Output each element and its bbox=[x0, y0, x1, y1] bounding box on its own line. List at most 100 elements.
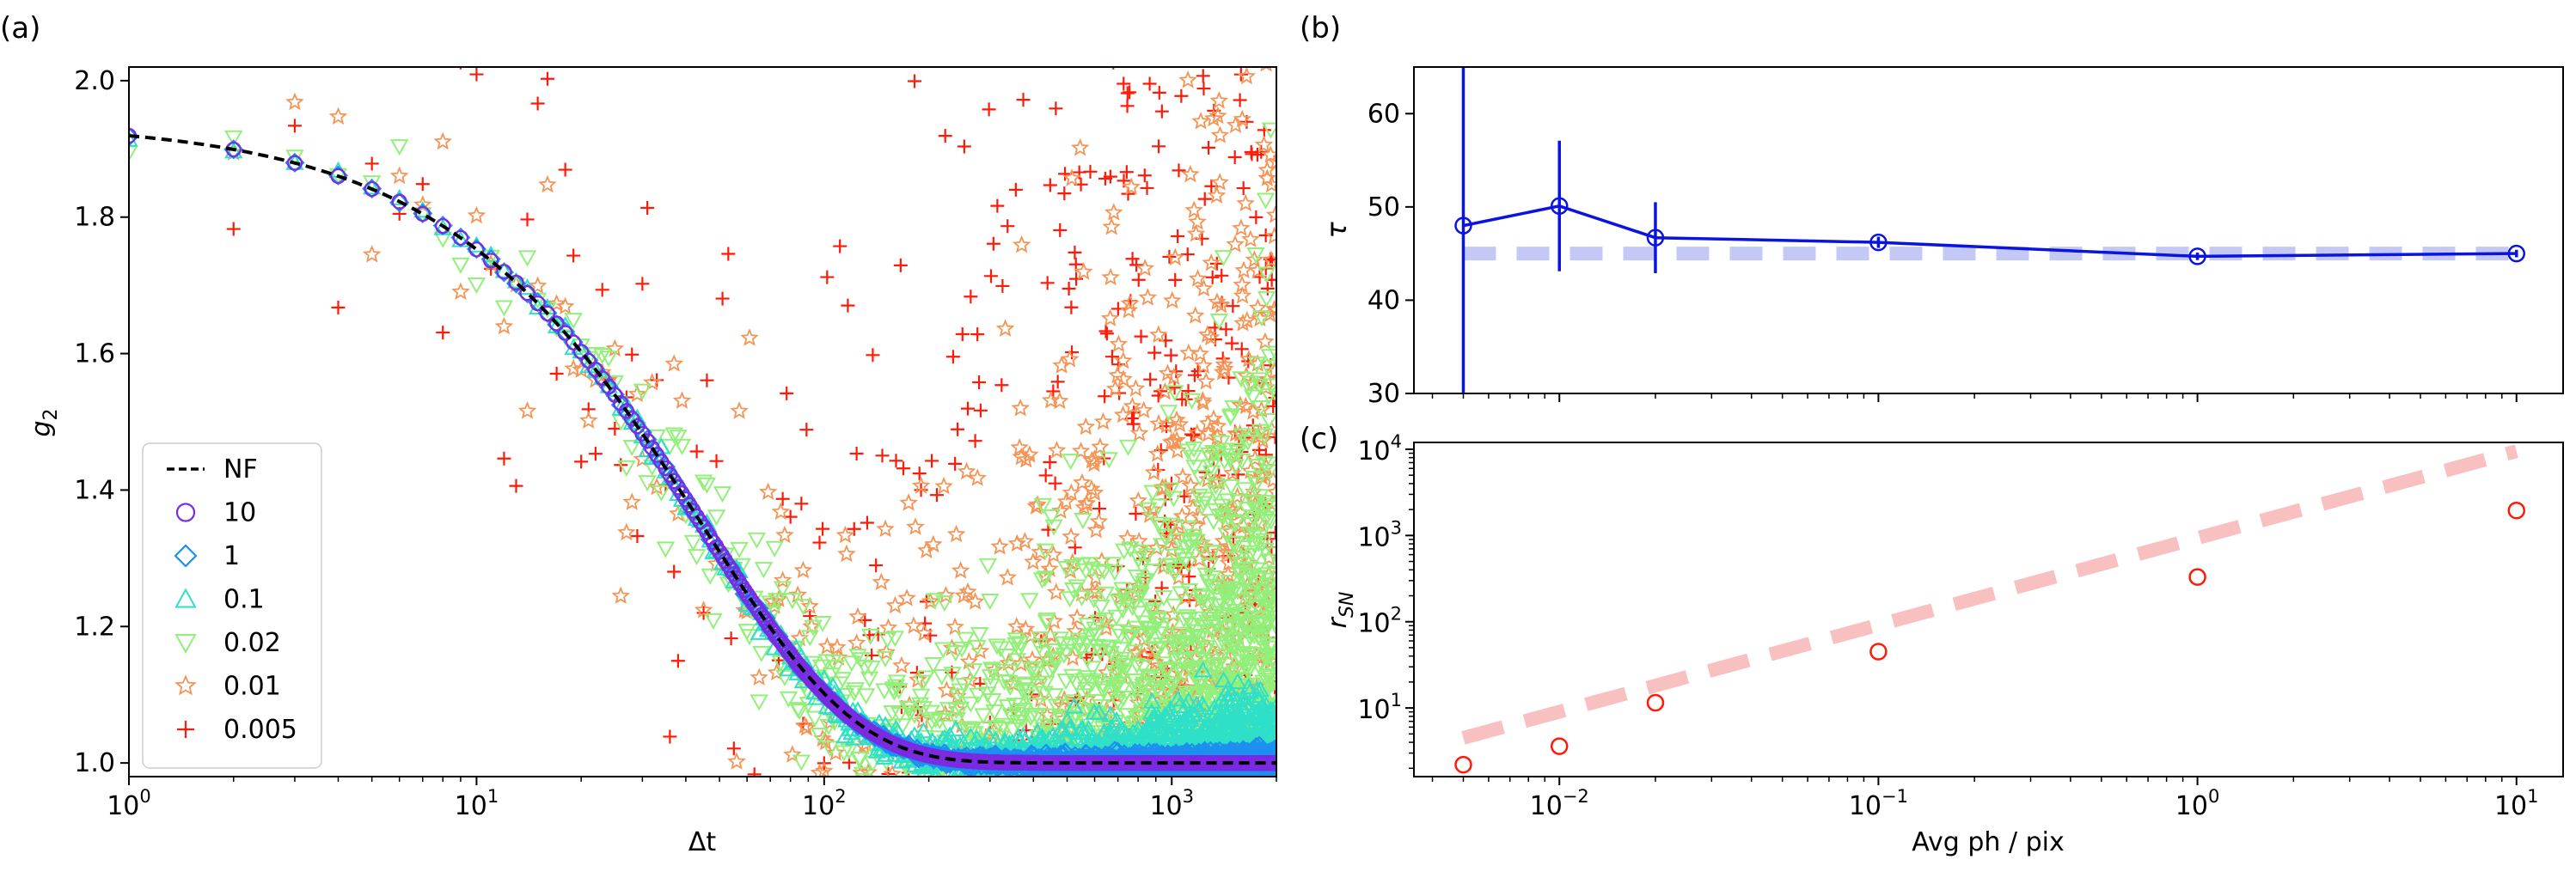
marker-0p02 bbox=[704, 613, 723, 630]
marker-0p01 bbox=[1105, 379, 1125, 398]
marker-0p005 bbox=[1126, 417, 1141, 431]
marker-0p01 bbox=[1234, 260, 1253, 279]
marker-0p02 bbox=[1209, 598, 1229, 615]
marker-0p005 bbox=[775, 491, 790, 506]
marker-0p02 bbox=[1256, 192, 1276, 210]
marker-0p01 bbox=[1052, 356, 1071, 374]
marker-0p01 bbox=[1208, 416, 1227, 435]
marker-0p02 bbox=[1267, 656, 1276, 674]
marker-0p005 bbox=[530, 96, 545, 111]
marker-0p01 bbox=[835, 525, 855, 544]
marker-0p01 bbox=[1262, 250, 1276, 268]
marker-0p02 bbox=[1207, 485, 1226, 502]
marker-0p02 bbox=[1069, 632, 1089, 649]
marker-0p1 bbox=[1251, 680, 1270, 698]
marker-0p005 bbox=[558, 162, 572, 177]
marker-0p02 bbox=[955, 678, 974, 695]
marker-0p01 bbox=[1233, 109, 1252, 128]
marker-0p02 bbox=[861, 628, 880, 645]
marker-0p02 bbox=[805, 710, 824, 728]
marker-0p005 bbox=[849, 447, 864, 461]
marker-0p02 bbox=[1000, 680, 1020, 697]
marker-0p01 bbox=[1100, 308, 1120, 326]
marker-0p01 bbox=[1232, 218, 1251, 236]
marker-0p1 bbox=[1104, 773, 1109, 777]
marker-0p02 bbox=[890, 707, 909, 724]
marker-0p02 bbox=[1002, 775, 1022, 777]
marker-0p02 bbox=[800, 630, 819, 647]
marker-0p02 bbox=[1236, 679, 1256, 696]
marker-0p01 bbox=[1010, 437, 1030, 456]
marker-0p02 bbox=[1001, 663, 1020, 681]
marker-0p005 bbox=[709, 454, 724, 468]
marker-0p005 bbox=[1164, 348, 1178, 363]
marker-0p1 bbox=[1223, 691, 1243, 709]
marker-0p02 bbox=[854, 773, 873, 777]
marker-0p02 bbox=[1256, 617, 1275, 634]
marker-0p02 bbox=[1241, 568, 1260, 585]
marker-0p01 bbox=[1226, 235, 1245, 253]
marker-0p01 bbox=[694, 600, 713, 619]
marker-0p02 bbox=[946, 702, 966, 720]
marker-0p01 bbox=[1237, 67, 1257, 85]
marker-0p02 bbox=[926, 711, 945, 729]
marker-0p02 bbox=[901, 704, 920, 722]
marker-0p01 bbox=[1231, 395, 1250, 413]
marker-0p02 bbox=[592, 348, 612, 365]
marker-0p005 bbox=[948, 456, 963, 471]
marker-0p02 bbox=[664, 427, 683, 444]
marker-0p01 bbox=[1109, 334, 1129, 352]
marker-0p02 bbox=[1265, 384, 1276, 401]
marker-0p02 bbox=[1148, 516, 1168, 533]
marker-0p02 bbox=[1026, 666, 1046, 683]
marker-0p01 bbox=[622, 492, 642, 510]
marker-0p02 bbox=[1221, 775, 1240, 777]
marker-0p1 bbox=[1065, 697, 1084, 714]
marker-0p02 bbox=[793, 599, 813, 616]
marker-0p005 bbox=[982, 102, 996, 117]
marker-0p02 bbox=[1174, 611, 1194, 629]
marker-0p02 bbox=[1063, 558, 1082, 576]
marker-0p02 bbox=[1011, 636, 1030, 653]
marker-0p02 bbox=[949, 688, 968, 705]
marker-0p02 bbox=[1108, 676, 1128, 693]
marker-0p01 bbox=[1074, 262, 1093, 280]
marker-0p02 bbox=[1178, 556, 1198, 574]
marker-0p02 bbox=[1068, 579, 1086, 596]
marker-0p01 bbox=[1162, 290, 1182, 309]
marker-0p01 bbox=[1114, 369, 1133, 387]
marker-0p01 bbox=[1085, 483, 1104, 502]
marker-0p005 bbox=[1069, 271, 1084, 286]
marker-0p01 bbox=[389, 166, 409, 185]
marker-0p005 bbox=[540, 71, 554, 86]
marker-0p01 bbox=[1024, 552, 1043, 570]
marker-0p02 bbox=[1192, 594, 1212, 611]
marker-0p01 bbox=[1233, 286, 1252, 304]
marker-0p02 bbox=[1107, 609, 1126, 626]
marker-0p01 bbox=[1223, 463, 1242, 482]
marker-0p01 bbox=[899, 493, 918, 511]
marker-0p01 bbox=[904, 616, 923, 634]
marker-0p02 bbox=[633, 383, 652, 400]
marker-0p02 bbox=[821, 741, 840, 758]
marker-0p02 bbox=[1162, 675, 1182, 692]
marker-0p005 bbox=[889, 454, 903, 468]
marker-0p01 bbox=[892, 655, 911, 674]
marker-0p02 bbox=[747, 532, 767, 549]
marker-0p02 bbox=[1089, 673, 1108, 690]
marker-0p01 bbox=[1201, 327, 1221, 346]
marker-0p01 bbox=[285, 92, 304, 111]
marker-0p02 bbox=[1027, 707, 1046, 724]
marker-0p02 bbox=[1259, 581, 1276, 598]
marker-0p005 bbox=[1196, 69, 1210, 83]
marker-0p02 bbox=[697, 477, 717, 494]
marker-0p005 bbox=[812, 535, 827, 550]
marker-0p01 bbox=[1134, 400, 1153, 418]
marker-0p01 bbox=[1188, 212, 1207, 230]
marker-0p02 bbox=[1227, 514, 1246, 531]
marker-0p02 bbox=[1046, 650, 1065, 668]
marker-0p005 bbox=[875, 448, 890, 463]
marker-0p005 bbox=[566, 248, 581, 263]
marker-0p005 bbox=[1209, 256, 1224, 271]
marker-0p01 bbox=[555, 296, 575, 315]
